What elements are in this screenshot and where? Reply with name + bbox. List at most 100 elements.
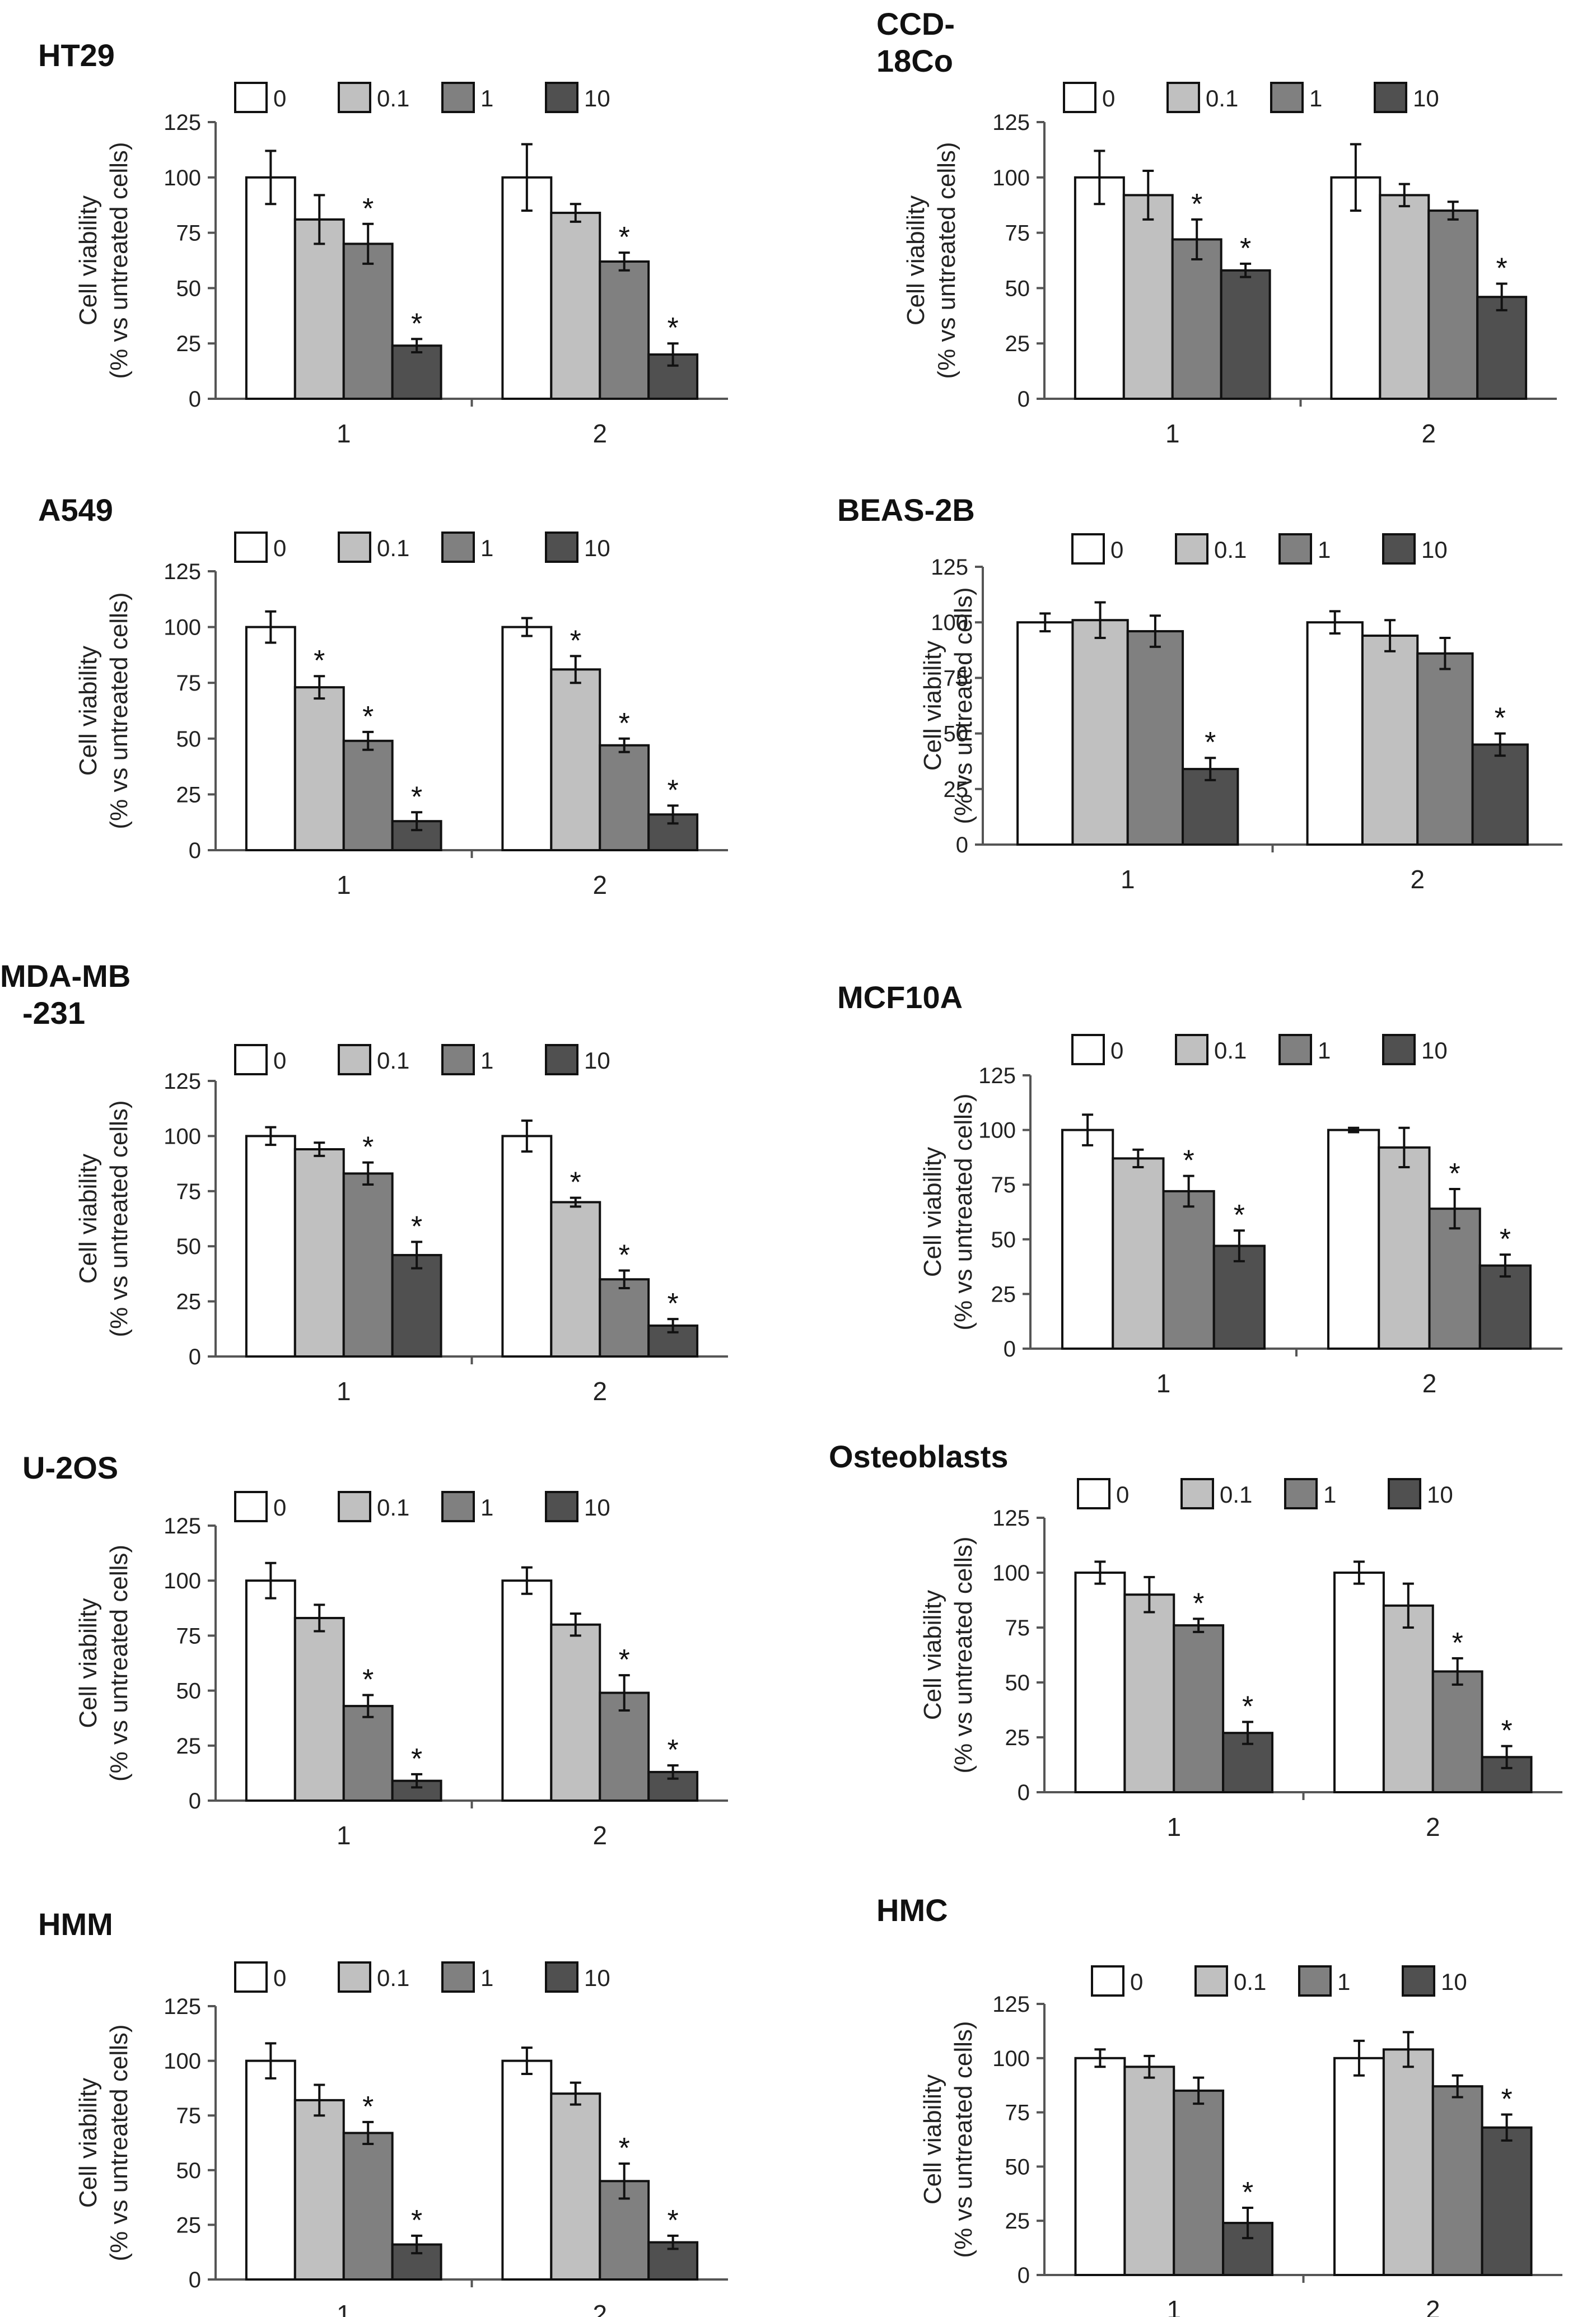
y-tick-label: 125 bbox=[992, 110, 1030, 135]
significance-star: * bbox=[1496, 252, 1508, 285]
y-axis-label: Cell viability bbox=[74, 1154, 102, 1284]
legend-swatch bbox=[545, 532, 578, 563]
x-category-label: 2 bbox=[592, 419, 607, 448]
legend-swatch bbox=[338, 82, 371, 113]
significance-star: * bbox=[362, 1131, 374, 1164]
x-category-label: 2 bbox=[1410, 865, 1425, 894]
y-tick-label: 25 bbox=[176, 1734, 202, 1759]
legend-swatch bbox=[545, 82, 578, 113]
y-axis-label: (% vs untreated cells) bbox=[105, 2024, 133, 2261]
x-category-label: 1 bbox=[1165, 419, 1180, 448]
bar bbox=[1481, 2126, 1533, 2277]
bar bbox=[293, 1148, 345, 1358]
bar bbox=[1074, 1572, 1126, 1793]
legend-swatch bbox=[338, 1961, 371, 1993]
chart-panel: U-2OS Cell viability (% vs untreated cells… bbox=[22, 1450, 728, 1850]
y-tick-label: 100 bbox=[164, 166, 201, 190]
bar bbox=[599, 1278, 650, 1358]
panel-title: MDA-MB bbox=[0, 958, 130, 994]
x-category-label: 2 bbox=[1426, 2295, 1440, 2317]
legend-label: 0 bbox=[273, 1494, 286, 1521]
y-tick-label: 0 bbox=[189, 1789, 201, 1813]
significance-star: * bbox=[1449, 1158, 1460, 1190]
legend-label: 0.1 bbox=[1214, 537, 1247, 563]
legend-swatch bbox=[234, 532, 268, 563]
bar bbox=[550, 1201, 601, 1358]
y-axis-label: (% vs untreated cells) bbox=[950, 587, 977, 824]
x-category-label: 2 bbox=[592, 2300, 607, 2317]
legend-swatch bbox=[1175, 1034, 1208, 1065]
legend-swatch bbox=[1091, 1965, 1124, 1997]
legend-label: 10 bbox=[584, 1494, 610, 1521]
y-axis-label: (% vs untreated cells) bbox=[105, 1100, 133, 1337]
bar bbox=[1173, 2089, 1225, 2276]
y-tick-label: 75 bbox=[944, 666, 969, 691]
legend-swatch bbox=[441, 1491, 475, 1522]
legend-label: 10 bbox=[1441, 1969, 1467, 1995]
legend-label: 0 bbox=[1102, 85, 1115, 111]
bar bbox=[550, 1623, 601, 1802]
significance-star: * bbox=[411, 1743, 422, 1775]
legend-label: 0 bbox=[1116, 1481, 1129, 1508]
bar bbox=[1016, 621, 1074, 846]
bar bbox=[1428, 1208, 1481, 1350]
bar bbox=[293, 686, 345, 851]
y-axis-label: (% vs untreated cells) bbox=[105, 142, 133, 379]
legend-swatch bbox=[441, 82, 475, 113]
y-tick-label: 75 bbox=[176, 1624, 202, 1648]
significance-star: * bbox=[411, 1210, 422, 1243]
legend-label: 0 bbox=[273, 535, 286, 561]
significance-star: * bbox=[668, 1734, 679, 1766]
panel-title: U-2OS bbox=[22, 1450, 118, 1485]
bar bbox=[342, 1705, 394, 1802]
x-category-label: 2 bbox=[1422, 1369, 1437, 1398]
y-axis-label: Cell viability bbox=[919, 2074, 946, 2204]
legend-label: 1 bbox=[1309, 85, 1322, 111]
y-tick-label: 100 bbox=[992, 166, 1030, 190]
y-tick-label: 75 bbox=[1005, 2101, 1030, 2125]
significance-star: * bbox=[570, 1167, 581, 1199]
legend-label: 0 bbox=[1110, 1037, 1123, 1064]
legend-swatch bbox=[1388, 1478, 1421, 1509]
bar bbox=[245, 1579, 296, 1802]
significance-star: * bbox=[362, 2091, 374, 2123]
y-tick-label: 100 bbox=[992, 1561, 1030, 1586]
x-category-label: 1 bbox=[1156, 1369, 1171, 1398]
legend-label: 1 bbox=[480, 1047, 493, 1074]
x-category-label: 1 bbox=[1166, 1812, 1181, 1842]
legend-label: 0 bbox=[273, 1047, 286, 1074]
bar bbox=[391, 820, 442, 852]
y-axis-label: Cell viability bbox=[74, 1598, 102, 1728]
legend-label: 0 bbox=[1130, 1969, 1143, 1995]
legend-swatch bbox=[234, 1044, 268, 1075]
bar bbox=[1333, 1572, 1385, 1793]
bar bbox=[1427, 209, 1479, 400]
y-tick-label: 0 bbox=[1018, 387, 1030, 412]
legend-swatch bbox=[234, 1961, 268, 1993]
bar bbox=[293, 2099, 345, 2281]
y-tick-label: 125 bbox=[164, 1069, 201, 1094]
y-tick-label: 25 bbox=[176, 2213, 202, 2237]
panel-title: -231 bbox=[22, 995, 85, 1031]
bar bbox=[1061, 1129, 1114, 1350]
legend-swatch bbox=[1374, 82, 1407, 113]
significance-star: * bbox=[1191, 188, 1202, 221]
significance-star: * bbox=[1240, 232, 1251, 265]
bar bbox=[245, 1135, 296, 1358]
bar bbox=[1431, 1670, 1483, 1793]
legend-label: 10 bbox=[1413, 85, 1439, 111]
bar bbox=[1382, 2048, 1434, 2276]
legend-swatch bbox=[234, 82, 268, 113]
panel-title: A549 bbox=[38, 492, 113, 528]
x-category-label: 2 bbox=[592, 1377, 607, 1406]
y-tick-label: 100 bbox=[931, 610, 968, 635]
x-category-label: 2 bbox=[1421, 419, 1436, 448]
y-tick-label: 0 bbox=[189, 387, 201, 412]
y-tick-label: 125 bbox=[164, 1994, 201, 2019]
bar bbox=[1220, 269, 1271, 400]
legend-swatch bbox=[338, 532, 371, 563]
significance-star: * bbox=[1193, 1587, 1204, 1620]
y-tick-label: 25 bbox=[176, 782, 202, 807]
panel-title: MCF10A bbox=[837, 980, 963, 1015]
legend-swatch bbox=[441, 1044, 475, 1075]
